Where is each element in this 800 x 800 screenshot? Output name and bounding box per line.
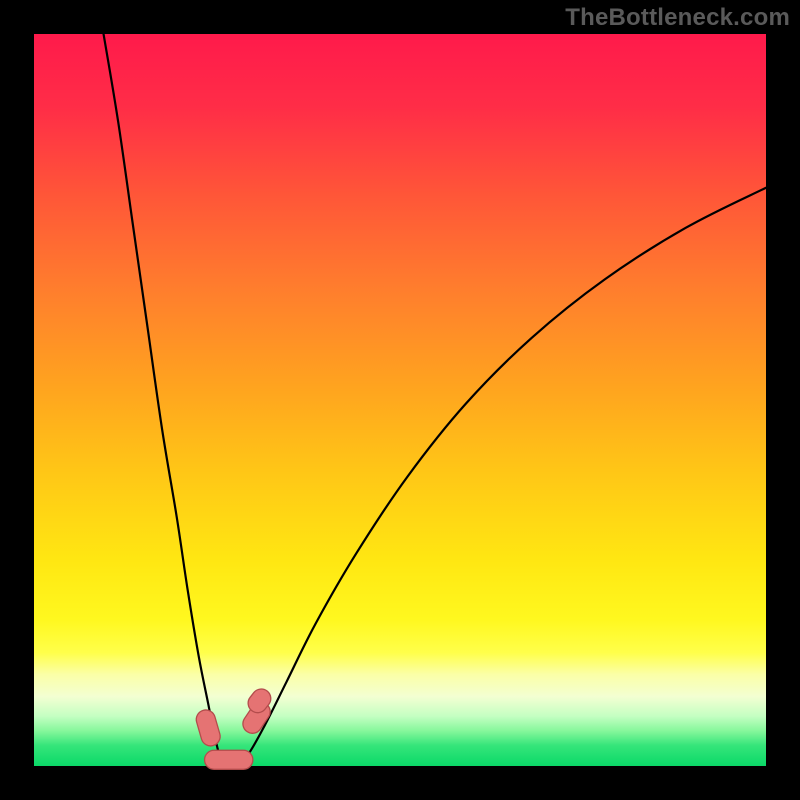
gradient-background bbox=[34, 34, 766, 766]
bottleneck-chart bbox=[0, 0, 800, 800]
chart-container: TheBottleneck.com bbox=[0, 0, 800, 800]
marker-capsule bbox=[205, 750, 253, 769]
watermark-text: TheBottleneck.com bbox=[565, 4, 790, 32]
